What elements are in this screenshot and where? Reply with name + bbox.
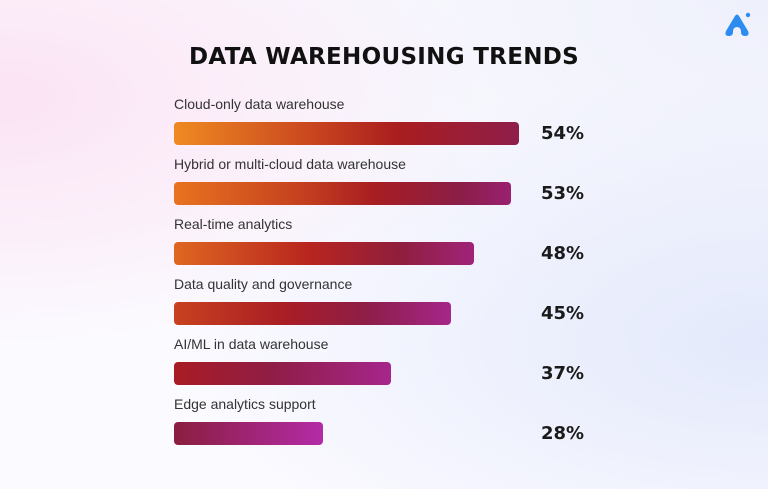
- data-label: 28%: [541, 423, 585, 444]
- data-label: 48%: [541, 243, 585, 264]
- brand-logo-icon: [725, 12, 751, 36]
- bar: [174, 242, 474, 265]
- bar: [174, 182, 512, 205]
- bar: [174, 302, 452, 325]
- chart-title: DATA WAREHOUSING TRENDS: [188, 44, 580, 70]
- bar: [174, 422, 323, 445]
- data-label: 37%: [541, 363, 585, 384]
- bar-label: Real-time analytics: [174, 216, 293, 232]
- bar-label: Data quality and governance: [174, 276, 353, 292]
- bar-label: Edge analytics support: [174, 396, 316, 412]
- bar: [174, 122, 519, 145]
- data-label: 54%: [541, 123, 585, 144]
- bar-label: AI/ML in data warehouse: [174, 336, 329, 352]
- bar-label: Hybrid or multi-cloud data warehouse: [174, 156, 406, 172]
- bar: [174, 362, 391, 385]
- data-label: 45%: [541, 303, 585, 324]
- data-label: 53%: [541, 183, 585, 204]
- bar-label: Cloud-only data warehouse: [174, 96, 345, 112]
